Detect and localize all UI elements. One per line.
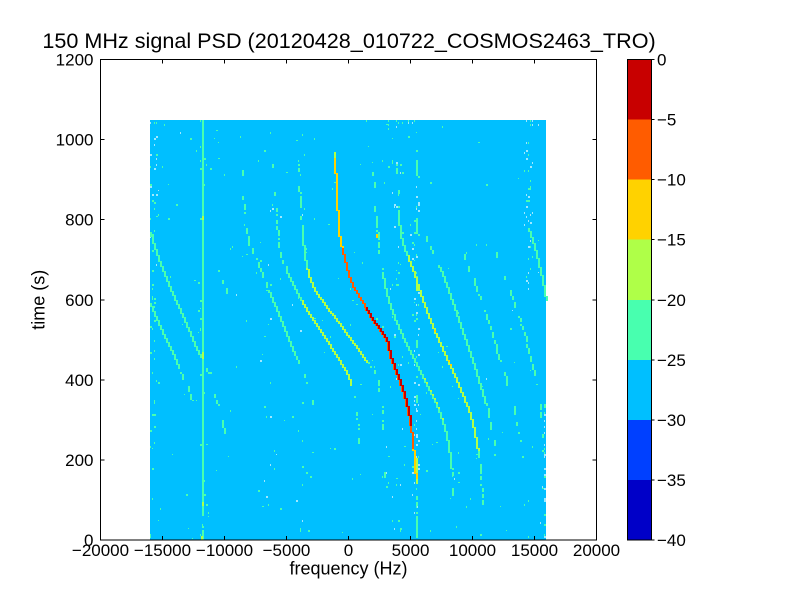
svg-text:0: 0 — [344, 541, 353, 560]
svg-text:20000: 20000 — [573, 541, 620, 560]
svg-text:−15: −15 — [657, 231, 686, 250]
svg-text:frequency (Hz): frequency (Hz) — [289, 559, 407, 579]
svg-text:−30: −30 — [657, 411, 686, 430]
svg-text:150 MHz signal PSD (20120428_0: 150 MHz signal PSD (20120428_010722_COSM… — [42, 28, 655, 53]
svg-text:time (s): time (s) — [29, 270, 49, 330]
svg-text:−35: −35 — [657, 471, 686, 490]
svg-text:−40: −40 — [657, 531, 686, 550]
svg-text:400: 400 — [65, 371, 93, 390]
svg-text:−10000: −10000 — [196, 541, 253, 560]
svg-text:0: 0 — [657, 51, 666, 70]
svg-text:1000: 1000 — [56, 131, 94, 150]
svg-text:−20: −20 — [657, 291, 686, 310]
svg-text:10000: 10000 — [449, 541, 496, 560]
svg-text:0: 0 — [84, 531, 93, 550]
svg-text:−15000: −15000 — [134, 541, 191, 560]
svg-text:−5: −5 — [657, 111, 676, 130]
svg-text:5000: 5000 — [392, 541, 430, 560]
svg-text:1200: 1200 — [56, 51, 94, 70]
svg-text:−5000: −5000 — [263, 541, 311, 560]
svg-text:15000: 15000 — [511, 541, 558, 560]
svg-text:800: 800 — [65, 211, 93, 230]
svg-text:−20000: −20000 — [72, 541, 129, 560]
svg-text:−10: −10 — [657, 171, 686, 190]
svg-text:600: 600 — [65, 291, 93, 310]
svg-text:200: 200 — [65, 451, 93, 470]
svg-text:−25: −25 — [657, 351, 686, 370]
